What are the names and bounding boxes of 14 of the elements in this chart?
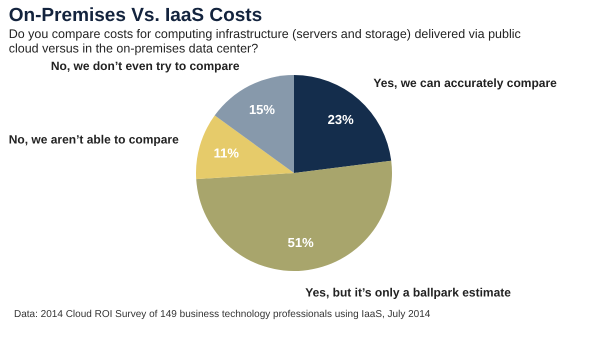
slice-label: Yes, we can accurately compare bbox=[373, 76, 558, 90]
slice-label: Yes, but it’s only a ballpark estimate bbox=[305, 285, 512, 300]
slice-label: No, we aren’t able to compare bbox=[8, 132, 180, 147]
chart-subtitle: Do you compare costs for computing infrastructure (servers and storage) delivered via public cloud versus in the on-premises data center? bbox=[8, 27, 521, 56]
chart-title: On-Premises Vs. IaaS Costs bbox=[8, 5, 262, 26]
text: Data: 2014 Cloud ROI Survey of 149 business technology professionals using IaaS, July 2014 bbox=[14, 309, 431, 320]
data-label: 51% bbox=[288, 235, 314, 250]
slice-label: No, we don’t even try to compare bbox=[50, 59, 240, 74]
data-label: 15% bbox=[248, 102, 276, 118]
data-label: 11% bbox=[214, 145, 240, 160]
data-label: 23% bbox=[328, 112, 354, 128]
pie-slice bbox=[214, 75, 294, 173]
pie-slice bbox=[196, 160, 392, 271]
pie-slice bbox=[196, 115, 294, 180]
